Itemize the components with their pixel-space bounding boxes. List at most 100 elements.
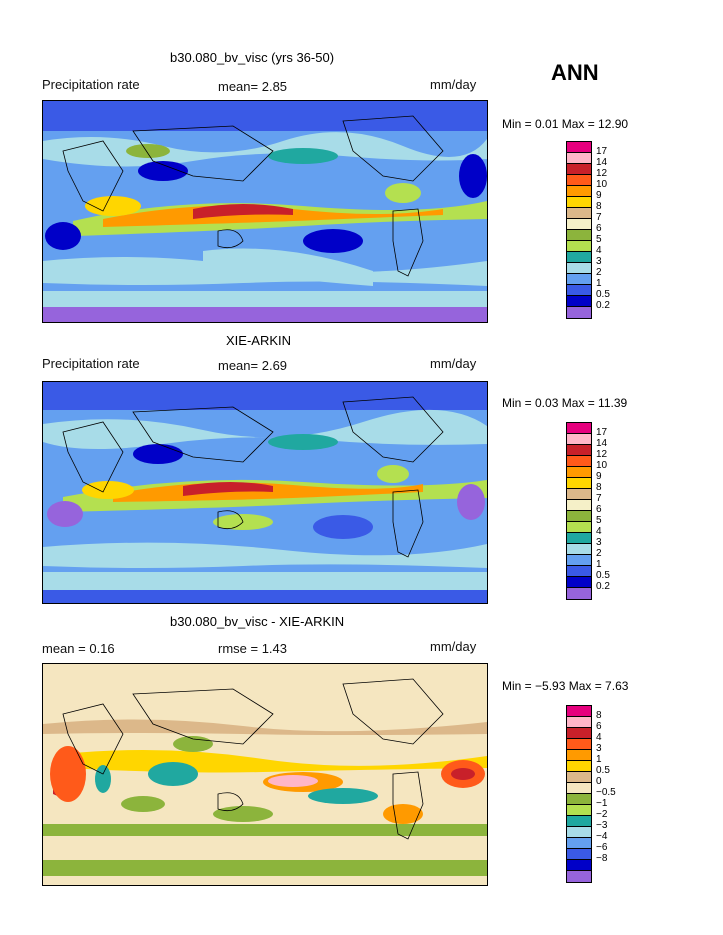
- panel-1-minmax: Min = 0.01 Max = 12.90: [502, 117, 629, 131]
- legend-label: −2: [596, 809, 608, 820]
- panel-1-colorbar: [566, 141, 592, 319]
- legend-label: 1: [596, 278, 602, 289]
- legend-label: 8: [596, 482, 602, 493]
- legend-label: 9: [596, 471, 602, 482]
- legend-swatch: [567, 252, 591, 263]
- panel-3-mean: mean = 0.16: [42, 641, 115, 656]
- panel-1-title: b30.080_bv_visc (yrs 36-50): [170, 50, 335, 65]
- panel-2-map: [42, 381, 488, 604]
- legend-swatch: [567, 263, 591, 274]
- legend-swatch: [567, 816, 591, 827]
- legend-swatch: [567, 219, 591, 230]
- legend-label: 17: [596, 146, 608, 157]
- legend-swatch: [567, 566, 591, 577]
- legend-label: 7: [596, 212, 602, 223]
- panel-3-rmse: rmse = 1.43: [218, 641, 288, 656]
- legend-label: 4: [596, 245, 602, 256]
- legend-swatch: [567, 728, 591, 739]
- legend-swatch: [567, 274, 591, 285]
- legend-label: −8: [596, 853, 608, 864]
- panel-1-map: [42, 100, 488, 323]
- legend-swatch: [567, 794, 591, 805]
- panel-1-variable: Precipitation rate: [42, 77, 140, 92]
- legend-label: 3: [596, 256, 602, 267]
- legend-swatch: [567, 186, 591, 197]
- legend-swatch: [567, 307, 591, 318]
- legend-label: −0.5: [596, 787, 616, 798]
- legend-swatch: [567, 296, 591, 307]
- legend-swatch: [567, 467, 591, 478]
- legend-label: 9: [596, 190, 602, 201]
- legend-label: 5: [596, 515, 602, 526]
- legend-label: 3: [596, 537, 602, 548]
- panel-2-units: mm/day: [430, 356, 477, 371]
- legend-label: 2: [596, 548, 602, 559]
- season-label: ANN: [551, 60, 599, 85]
- legend-swatch: [567, 805, 591, 816]
- legend-swatch: [567, 555, 591, 566]
- legend-label: −3: [596, 820, 608, 831]
- legend-label: 10: [596, 460, 608, 471]
- legend-label: 0: [596, 776, 602, 787]
- legend-label: 4: [596, 526, 602, 537]
- panel-2-variable: Precipitation rate: [42, 356, 140, 371]
- legend-label: 1: [596, 559, 602, 570]
- legend-swatch: [567, 511, 591, 522]
- legend-label: 12: [596, 449, 608, 460]
- legend-swatch: [567, 761, 591, 772]
- legend-label: 6: [596, 223, 602, 234]
- legend-swatch: [567, 772, 591, 783]
- panel-2-colorbar: [566, 422, 592, 600]
- legend-swatch: [567, 783, 591, 794]
- legend-label: 6: [596, 504, 602, 515]
- legend-swatch: [567, 588, 591, 599]
- legend-swatch: [567, 750, 591, 761]
- legend-label: 14: [596, 438, 608, 449]
- legend-label: 7: [596, 493, 602, 504]
- legend-swatch: [567, 860, 591, 871]
- legend-swatch: [567, 197, 591, 208]
- panel-2-title: XIE-ARKIN: [226, 333, 292, 348]
- legend-label: −1: [596, 798, 608, 809]
- legend-swatch: [567, 153, 591, 164]
- legend-label: 14: [596, 157, 608, 168]
- legend-label: 4: [596, 732, 602, 743]
- panel-3-minmax: Min = −5.93 Max = 7.63: [502, 679, 629, 693]
- legend-label: 3: [596, 743, 602, 754]
- legend-label: 12: [596, 168, 608, 179]
- legend-label: 0.5: [596, 289, 610, 300]
- legend-swatch: [567, 230, 591, 241]
- panel-3-colorbar: [566, 705, 592, 883]
- panel-3-map: [42, 663, 488, 886]
- panel-2-minmax: Min = 0.03 Max = 11.39: [502, 396, 628, 410]
- legend-swatch: [567, 434, 591, 445]
- legend-swatch: [567, 489, 591, 500]
- legend-swatch: [567, 142, 591, 153]
- legend-swatch: [567, 445, 591, 456]
- legend-label: −6: [596, 842, 608, 853]
- legend-label: 10: [596, 179, 608, 190]
- legend-label: 0.5: [596, 570, 610, 581]
- legend-swatch: [567, 456, 591, 467]
- legend-swatch: [567, 500, 591, 511]
- legend-label: 0.2: [596, 300, 610, 311]
- legend-swatch: [567, 478, 591, 489]
- legend-label: 0.2: [596, 581, 610, 592]
- legend-label: 1: [596, 754, 602, 765]
- legend-label: 6: [596, 721, 602, 732]
- panel-1-units: mm/day: [430, 77, 477, 92]
- panel-1-mean: mean= 2.85: [218, 79, 288, 94]
- legend-label: 0.5: [596, 765, 610, 776]
- legend-label: −4: [596, 831, 608, 842]
- legend-label: 2: [596, 267, 602, 278]
- legend-swatch: [567, 175, 591, 186]
- legend-swatch: [567, 423, 591, 434]
- legend-swatch: [567, 164, 591, 175]
- legend-label: 17: [596, 427, 608, 438]
- panel-3-units: mm/day: [430, 639, 477, 654]
- legend-swatch: [567, 533, 591, 544]
- legend-swatch: [567, 838, 591, 849]
- legend-swatch: [567, 871, 591, 882]
- legend-swatch: [567, 849, 591, 860]
- legend-swatch: [567, 285, 591, 296]
